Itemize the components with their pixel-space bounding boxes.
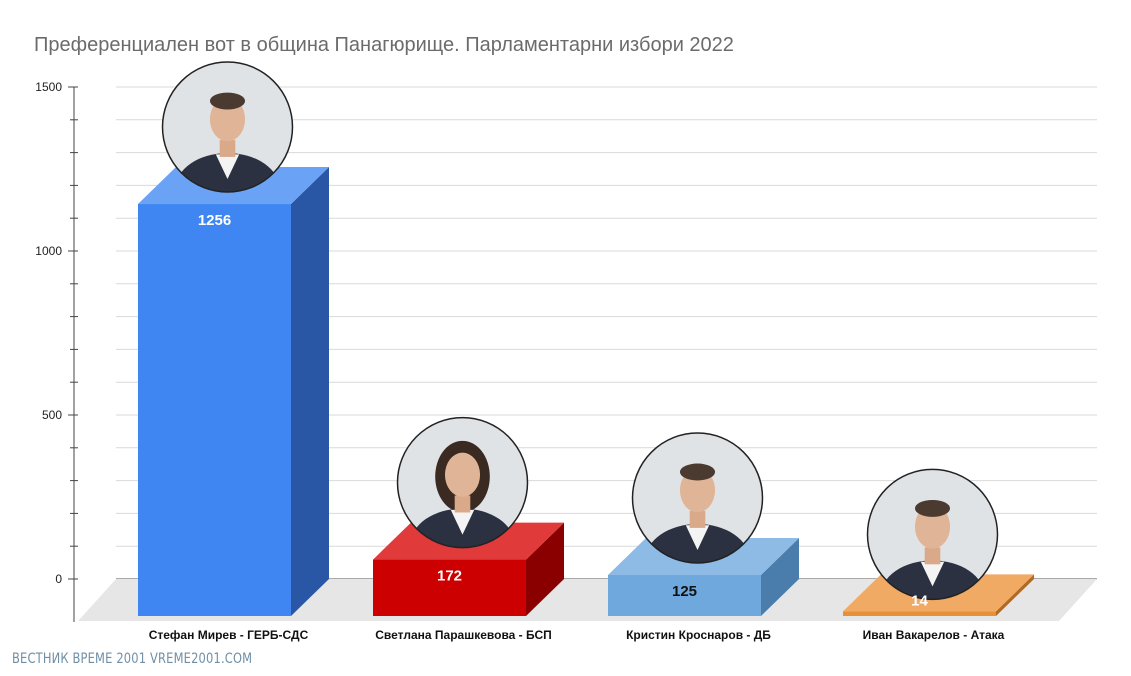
bar-front bbox=[373, 559, 526, 616]
value-label: 172 bbox=[437, 568, 462, 585]
value-label: 14 bbox=[911, 592, 928, 609]
bar bbox=[843, 468, 1034, 616]
bars-layer bbox=[138, 61, 1034, 617]
bar-front bbox=[843, 611, 996, 616]
bar bbox=[608, 432, 799, 616]
bar bbox=[138, 61, 329, 617]
category-label: Стефан Мирев - ГЕРБ-СДС bbox=[149, 628, 309, 642]
man-portrait-icon bbox=[161, 61, 294, 193]
value-label: 1256 bbox=[198, 212, 231, 229]
y-tick-label: 1000 bbox=[35, 244, 62, 258]
man-portrait-icon bbox=[866, 468, 999, 601]
value-label: 125 bbox=[672, 583, 697, 600]
labels-layer: 1256 Стефан Мирев - ГЕРБ-СДС 172 Светлана П… bbox=[149, 212, 1005, 642]
bar-side bbox=[996, 574, 1034, 616]
man-portrait-icon bbox=[631, 432, 764, 564]
bar-front bbox=[608, 575, 761, 616]
woman-portrait-icon bbox=[396, 416, 529, 549]
y-tick-label: 0 bbox=[55, 572, 62, 586]
bar-side bbox=[761, 538, 799, 616]
chart-floor bbox=[78, 579, 1097, 621]
category-label: Иван Вакарелов - Атака bbox=[863, 628, 1005, 642]
y-axis: 0 500 1000 1500 bbox=[35, 80, 78, 622]
y-tick-label: 1500 bbox=[35, 80, 62, 94]
bar-front bbox=[138, 204, 291, 617]
category-label: Светлана Парашкевова - БСП bbox=[375, 628, 552, 642]
category-label: Кристин Кроснаров - ДБ bbox=[626, 628, 771, 642]
watermark: ВЕСТНИК ВРЕМЕ 2001 VREME2001.COM bbox=[12, 651, 253, 667]
bar-side bbox=[291, 167, 329, 617]
y-tick-label: 500 bbox=[42, 408, 62, 422]
chart-title: Преференциален вот в община Панагюрище. … bbox=[34, 34, 734, 56]
bar-side bbox=[526, 522, 564, 616]
bar bbox=[373, 416, 564, 616]
floor-plane bbox=[78, 579, 1097, 621]
